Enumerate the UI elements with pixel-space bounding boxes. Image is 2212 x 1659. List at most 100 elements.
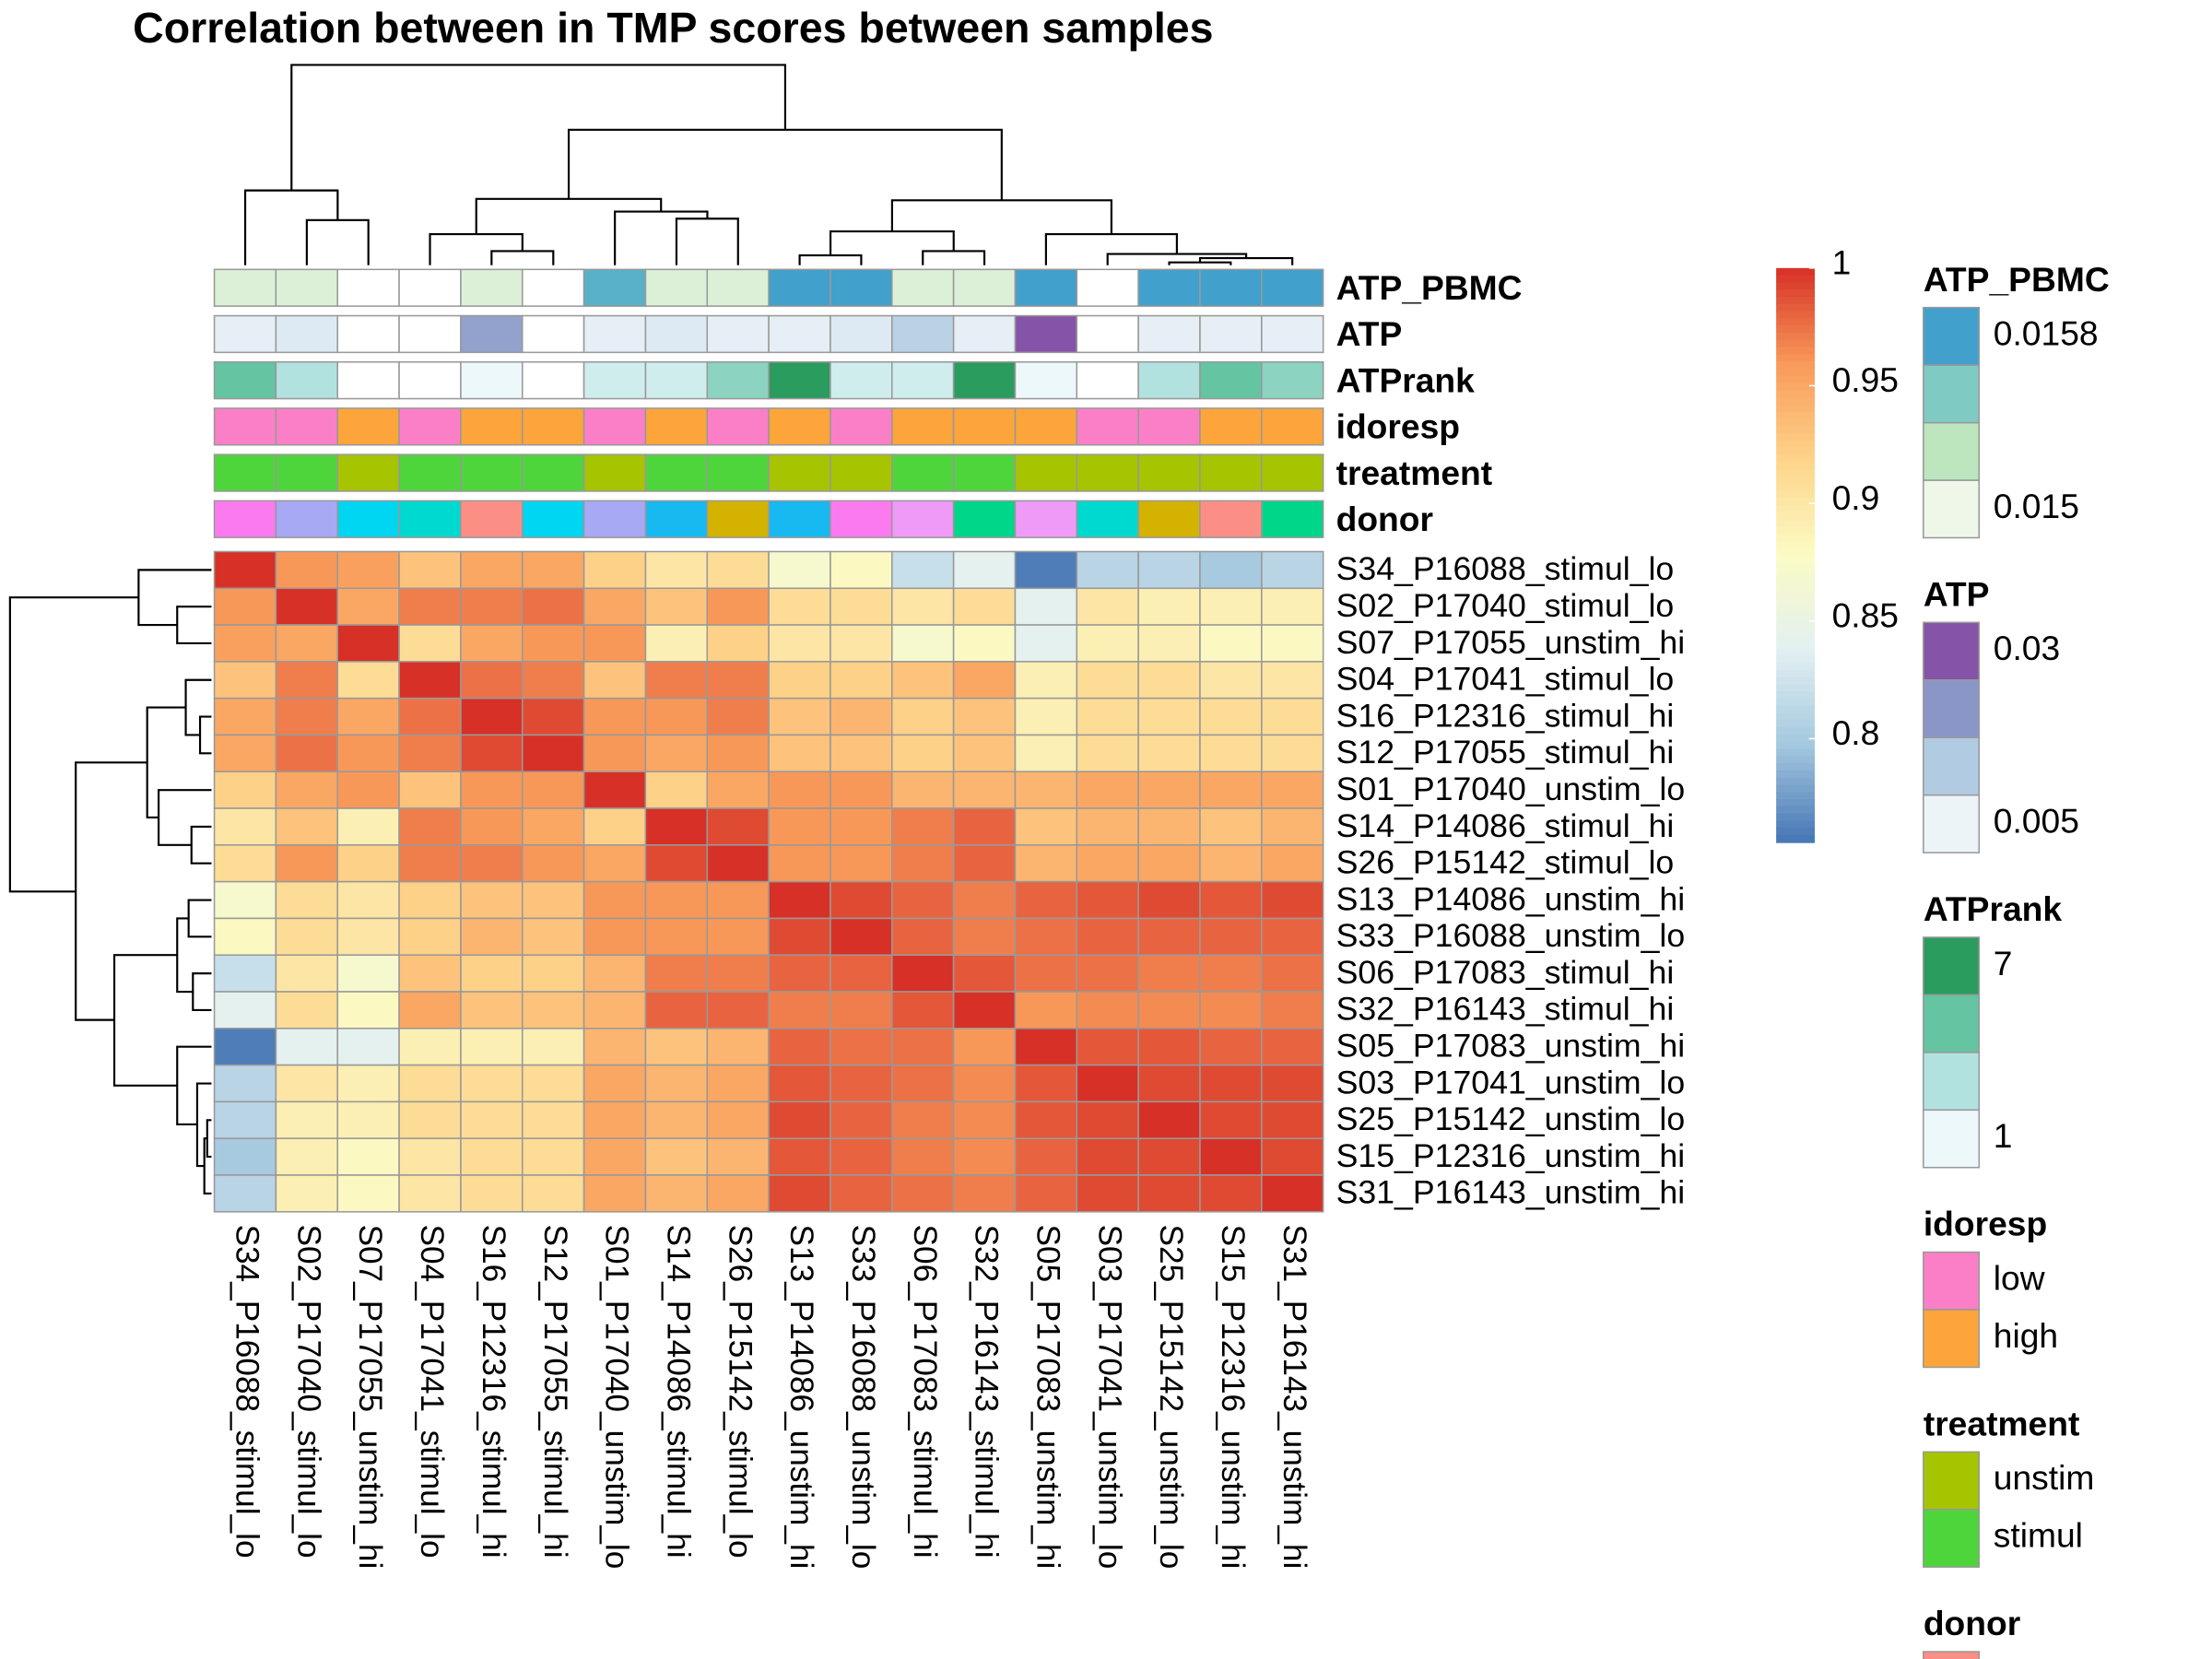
heatmap-cell xyxy=(644,880,709,920)
heatmap-cell xyxy=(398,697,462,736)
heatmap-cell xyxy=(1076,697,1139,736)
legend-gradient-step xyxy=(1776,799,1815,807)
annotation-cell xyxy=(891,360,955,400)
heatmap-cell xyxy=(1261,880,1324,920)
heatmap-cell xyxy=(213,1028,277,1066)
annotation-legend-block xyxy=(1923,794,1981,853)
legend-gradient-step xyxy=(1776,454,1815,463)
heatmap-cell xyxy=(460,1028,524,1066)
heatmap-cell xyxy=(213,661,277,700)
legend-gradient-step xyxy=(1776,828,1815,836)
heatmap-cell xyxy=(1137,807,1201,846)
heatmap-cell xyxy=(1014,1137,1078,1176)
annotation-cell xyxy=(1014,314,1078,354)
annotation-legend-swatch xyxy=(1923,1309,1981,1369)
row-label: S16_P12316_stimul_hi xyxy=(1336,698,1675,735)
annotation-cell xyxy=(1199,407,1263,446)
heatmap-cell xyxy=(582,880,647,920)
heatmap-cell xyxy=(891,880,955,920)
heatmap-cell xyxy=(1137,697,1201,736)
heatmap-cell xyxy=(275,844,339,883)
heatmap-cell xyxy=(398,624,462,663)
heatmap-cell xyxy=(275,880,339,920)
annotation-cell xyxy=(582,453,647,492)
heatmap-cell xyxy=(275,1100,339,1139)
heatmap-cell xyxy=(213,844,277,883)
annotation-cell xyxy=(768,314,831,354)
heatmap-cell xyxy=(460,734,524,773)
annotation-legend-label: stimul xyxy=(1994,1517,2083,1555)
heatmap-cell xyxy=(952,771,1017,809)
annotation-legend-block xyxy=(1923,364,1981,424)
annotation-cell xyxy=(830,360,893,400)
heatmap-cell xyxy=(1076,624,1139,663)
legend-gradient-step xyxy=(1776,705,1815,714)
heatmap-cell xyxy=(582,661,647,700)
annotation-cell xyxy=(1076,500,1139,538)
annotation-cell xyxy=(1076,453,1139,492)
heatmap-cell xyxy=(1076,1028,1139,1066)
annotation-cell xyxy=(336,453,400,492)
heatmap-cell xyxy=(460,587,524,626)
heatmap-cell xyxy=(1199,661,1263,700)
heatmap-cell xyxy=(213,587,277,626)
heatmap-cell xyxy=(830,734,893,773)
annotation-legend-title: treatment xyxy=(1924,1406,2080,1443)
annotation-cell xyxy=(1261,407,1324,446)
legend-gradient-step xyxy=(1776,382,1815,392)
row-label: S05_P17083_unstim_hi xyxy=(1336,1028,1686,1065)
heatmap-cell xyxy=(460,1100,524,1139)
heatmap-cell xyxy=(521,697,585,736)
annotation-cell xyxy=(706,407,770,446)
heatmap-cell xyxy=(891,807,955,846)
legend-gradient-step xyxy=(1776,462,1815,470)
annotation-cell xyxy=(644,453,709,492)
annotation-cell xyxy=(275,314,339,354)
heatmap-cell xyxy=(398,587,462,626)
heatmap-cell xyxy=(582,844,647,883)
legend-gradient-step xyxy=(1776,834,1815,843)
heatmap-cell xyxy=(521,807,585,846)
annotation-cell xyxy=(521,407,585,446)
column-label: S05_P17083_unstim_hi xyxy=(1030,1225,1066,1570)
heatmap-cell xyxy=(952,587,1017,626)
annotation-legend-block xyxy=(1923,1052,1981,1112)
heatmap-cell xyxy=(952,917,1017,956)
column-label: S03_P17041_unstim_lo xyxy=(1091,1225,1128,1570)
heatmap-cell xyxy=(644,917,709,956)
column-label: S25_P15142_unstim_lo xyxy=(1153,1225,1190,1570)
legend-gradient-step xyxy=(1776,418,1815,428)
annotation-cell xyxy=(706,500,770,538)
heatmap-cell xyxy=(336,1028,400,1066)
annotation-cell xyxy=(213,314,277,354)
heatmap-cell xyxy=(582,1064,647,1103)
heatmap-cell xyxy=(1014,697,1078,736)
heatmap-cell xyxy=(582,697,647,736)
legend-gradient-step xyxy=(1776,756,1815,765)
legend-gradient-step xyxy=(1776,619,1815,629)
annotation-cell xyxy=(213,453,277,492)
heatmap-cell xyxy=(213,917,277,956)
column-label: S14_P14086_stimul_hi xyxy=(660,1225,697,1559)
annotation-cell xyxy=(1014,453,1078,492)
annotation-cell xyxy=(275,407,339,446)
heatmap-cell xyxy=(1199,991,1263,1030)
annotation-cell xyxy=(830,500,893,538)
legend-gradient-step xyxy=(1776,777,1815,786)
heatmap-cell xyxy=(1014,917,1078,956)
heatmap-cell xyxy=(644,954,709,993)
heatmap-cell xyxy=(1076,1137,1139,1176)
heatmap-cell xyxy=(1137,1028,1201,1066)
heatmap-cell xyxy=(521,550,585,590)
annotation-cell-na xyxy=(398,360,462,400)
heatmap-cell xyxy=(275,1174,339,1213)
heatmap-cell xyxy=(213,880,277,920)
heatmap-cell xyxy=(1261,771,1324,809)
annotation-label: ATP_PBMC xyxy=(1336,269,1523,307)
annotation-cell xyxy=(398,500,462,538)
heatmap-cell xyxy=(1014,1028,1078,1066)
legend-gradient-step xyxy=(1776,498,1815,506)
heatmap-cell xyxy=(521,1100,585,1139)
legend-gradient-step xyxy=(1776,318,1815,327)
